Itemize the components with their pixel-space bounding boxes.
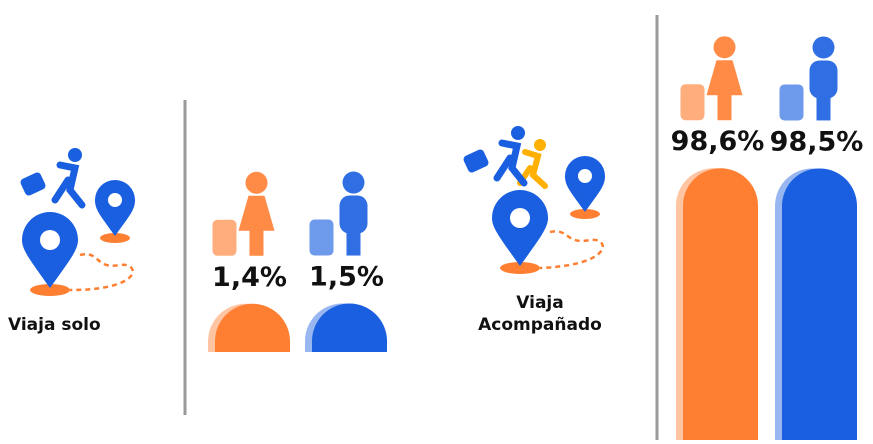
bar [683, 168, 758, 440]
person-body [239, 196, 275, 231]
group-travel-icon [462, 126, 605, 274]
suitcase [310, 220, 334, 256]
person-legs [347, 230, 361, 256]
person-head [343, 172, 365, 194]
person-body [340, 196, 368, 234]
person-legs [250, 230, 264, 256]
value-label: 1,4% [212, 262, 287, 293]
person-legs [718, 94, 732, 120]
person-legs [817, 94, 831, 120]
suitcase [213, 220, 237, 256]
person-head [246, 172, 268, 194]
person-icon [780, 36, 838, 120]
value-label: 98,6% [671, 126, 765, 157]
infographic: 1,4% 98,6% 1,5% 98,5% Viaja solo Viaja Acom… [0, 0, 873, 444]
value-label: 1,5% [309, 262, 384, 293]
person-icon [213, 172, 275, 256]
person-icon [681, 36, 743, 120]
category-label: Viaja Acompañado [475, 292, 605, 336]
person-body [707, 60, 743, 95]
value-label: 98,5% [770, 126, 864, 157]
person-head [813, 36, 835, 58]
category-label: Viaja solo [8, 314, 118, 336]
person-head [714, 36, 736, 58]
chart: 1,4% 98,6% 1,5% 98,5% [0, 0, 873, 444]
bar [782, 168, 857, 440]
person-body [810, 60, 838, 98]
person-icon [310, 172, 368, 256]
suitcase [681, 84, 705, 120]
suitcase [780, 84, 804, 120]
solo-travel-icon [19, 148, 135, 296]
